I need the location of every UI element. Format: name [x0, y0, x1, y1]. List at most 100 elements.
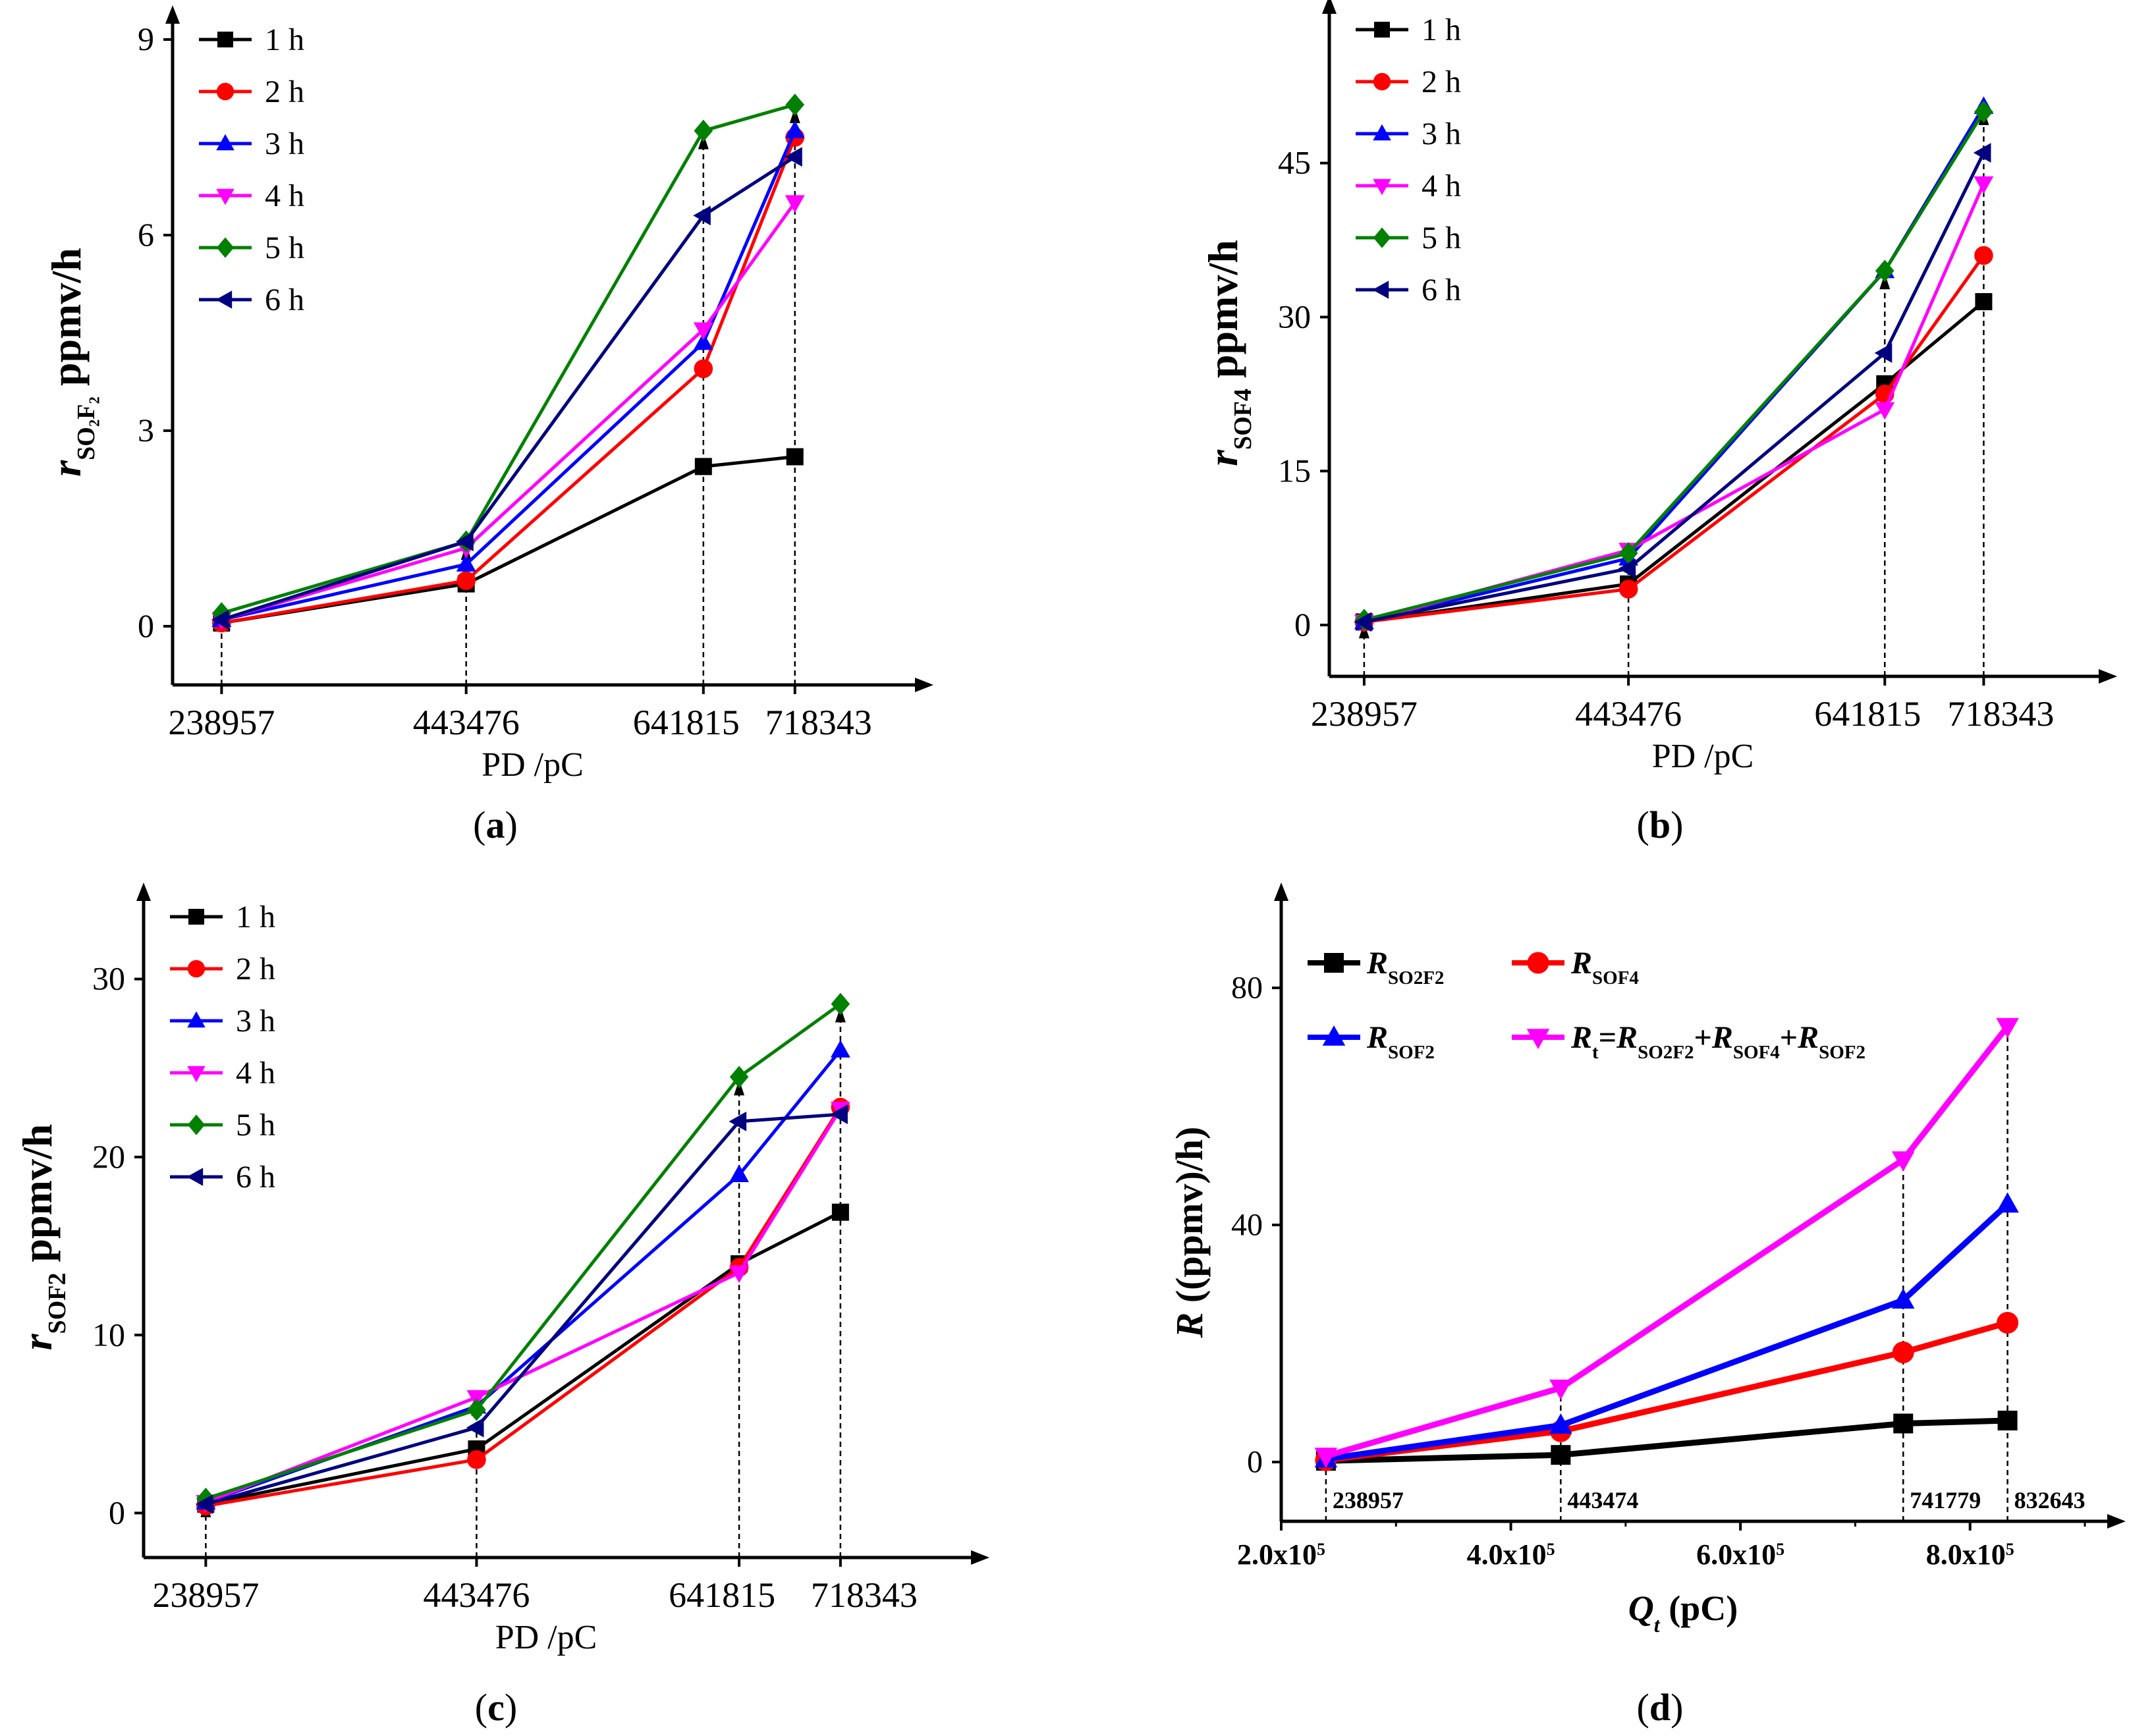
legend-label: RSOF4 — [1570, 946, 1639, 989]
data-point — [1875, 259, 1894, 283]
legend-marker — [188, 909, 204, 925]
legend-marker — [187, 960, 206, 978]
data-point — [831, 992, 850, 1016]
y-axis-arrow — [136, 882, 151, 901]
data-point — [1974, 100, 1993, 123]
y-tick-label: 9 — [138, 20, 154, 57]
legend-label: 6 h — [236, 1160, 275, 1195]
data-point — [729, 1111, 747, 1131]
legend-marker — [187, 1066, 206, 1083]
y-axis-title: rSOF2 ppmv/h — [14, 1124, 71, 1351]
data-point — [1974, 176, 1994, 194]
legend-label: RSO2F2 — [1366, 946, 1444, 989]
series-line-2 — [1364, 254, 1985, 624]
x-tick-label: 6.0x105 — [1696, 1538, 1784, 1571]
legend-marker — [187, 1114, 206, 1135]
data-point — [1551, 1445, 1571, 1465]
data-point — [729, 1265, 750, 1284]
series-line-1 — [205, 1210, 842, 1506]
y-tick-label: 0 — [138, 607, 154, 644]
panel-d: 0 40 80 2.0x105 4.0x105 6.0x105 8.0x105 RSO2F2 R… — [1168, 882, 2126, 1729]
legend-marker — [217, 32, 233, 47]
x-tick-label: 443476 — [1575, 694, 1682, 734]
data-point — [195, 1494, 213, 1514]
data-point — [1997, 1411, 2018, 1430]
x-axis-title: Qt (pC) — [1628, 1588, 1738, 1637]
data-point — [1996, 1192, 2019, 1213]
y-tick-label: 10 — [92, 1316, 125, 1353]
y-tick-label: 0 — [1247, 1444, 1263, 1479]
x-axis-arrow — [2099, 669, 2117, 684]
y-tick-label: 40 — [1231, 1207, 1263, 1242]
y-tick-label: 80 — [1231, 970, 1263, 1005]
x-tick-label: 4.0x105 — [1467, 1538, 1555, 1571]
legend-marker — [216, 237, 235, 258]
data-point — [467, 1450, 486, 1469]
y-tick-label: 20 — [92, 1138, 125, 1175]
legend-label: 2 h — [236, 952, 275, 987]
data-point — [693, 332, 713, 350]
y-axis-arrow — [1274, 882, 1288, 901]
legend-label: 1 h — [265, 22, 304, 57]
legend-marker — [216, 188, 235, 205]
x-tick-label: 718343 — [765, 703, 872, 742]
data-point — [1892, 1342, 1914, 1363]
panel-b: 0 15 30 45 238957 443476 641815 718343 1 h 2 h 3 h… — [1200, 0, 2117, 846]
x-tick-label: 641815 — [1814, 694, 1921, 734]
legend-marker — [1526, 1029, 1550, 1049]
data-point — [786, 448, 804, 466]
x-axis-arrow — [2107, 1514, 2126, 1529]
data-point — [830, 1104, 848, 1124]
data-point — [1973, 143, 1991, 163]
series-line-2 — [221, 136, 797, 625]
legend-label: 2 h — [1422, 65, 1461, 99]
y-axis-title: rSOF4 ppmv/h — [1200, 240, 1257, 466]
legend-label: 2 h — [265, 74, 304, 109]
data-point — [785, 120, 805, 138]
y-tick-label: 0 — [1294, 606, 1311, 643]
data-point — [1549, 1379, 1572, 1400]
legend-marker — [1322, 1025, 1346, 1046]
data-point — [456, 571, 476, 590]
panel-a: 0 3 6 9 238957 443476 641815 718343 1 h 2 h 3 h 4 h… — [43, 5, 933, 846]
legend-marker — [1527, 952, 1549, 974]
panel-label: (c) — [475, 1686, 517, 1729]
data-point — [1996, 1017, 2019, 1039]
panel-label: (d) — [1637, 1686, 1684, 1729]
data-point — [211, 610, 229, 630]
x-tick-label: 641815 — [669, 1575, 775, 1615]
data-point — [1314, 1448, 1338, 1468]
x-axis-title: PD /pC — [1652, 738, 1754, 775]
data-point — [1974, 246, 1993, 265]
panel-label: (a) — [473, 803, 518, 846]
data-point — [1997, 1312, 2019, 1334]
legend-marker — [216, 82, 235, 101]
legend-marker — [187, 1011, 206, 1028]
series-line-2 — [1325, 1320, 2008, 1463]
y-tick-label: 15 — [1278, 452, 1311, 489]
data-point — [456, 531, 474, 552]
data-point — [729, 1066, 749, 1089]
series-line-1 — [1325, 1417, 2008, 1464]
legend-label: 5 h — [265, 231, 304, 265]
legend-label: 5 h — [1422, 221, 1461, 256]
legend-marker — [1373, 124, 1391, 141]
y-tick-label: 30 — [92, 960, 125, 997]
legend-marker — [1373, 178, 1391, 196]
x-axis-title: PD /pC — [495, 1619, 597, 1656]
point-value-label: 741779 — [1910, 1487, 1981, 1513]
data-point — [1618, 558, 1636, 579]
data-point — [1891, 1151, 1915, 1172]
series-line-2 — [205, 1106, 842, 1508]
legend-marker — [1324, 953, 1344, 973]
legend-marker — [1374, 22, 1390, 38]
series-line-6 — [1364, 151, 1985, 624]
y-axis-arrow — [1322, 0, 1337, 14]
y-axis-title: R ((ppmv)/h) — [1168, 1127, 1211, 1339]
series-line-4 — [221, 202, 796, 622]
legend-marker — [1373, 72, 1391, 91]
panel-c: 0 10 20 30 238957 443476 641815 718343 1 h 2 h 3 h… — [14, 882, 989, 1729]
series-line-6 — [221, 155, 796, 622]
data-point — [456, 554, 476, 572]
